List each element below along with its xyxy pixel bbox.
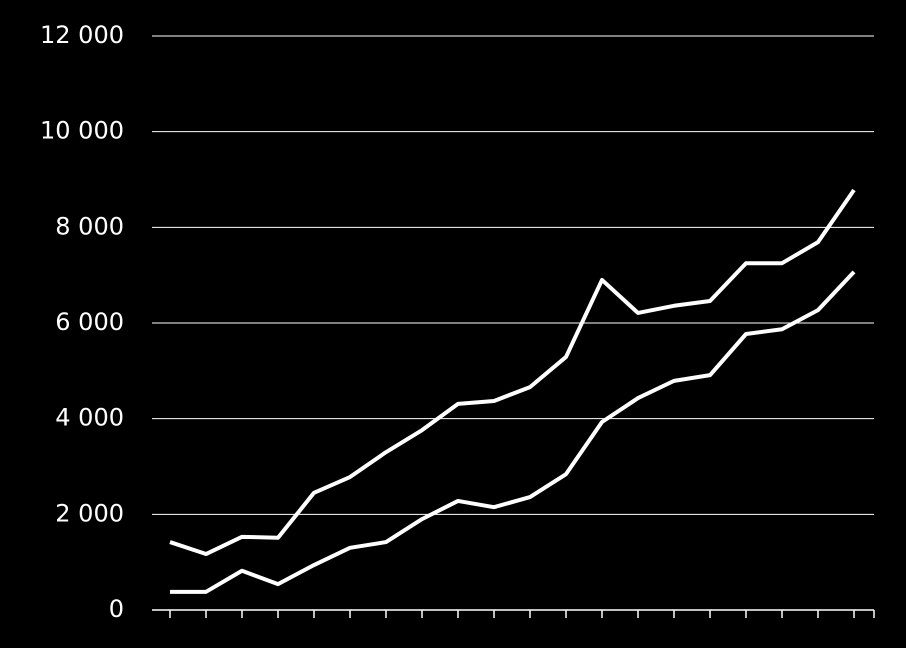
y-tick-label: 2 000 (55, 499, 124, 527)
y-tick-label: 6 000 (55, 308, 124, 336)
y-tick-label: 4 000 (55, 404, 124, 432)
y-tick-label: 8 000 (55, 212, 124, 240)
series-line (169, 188, 856, 557)
series-line (170, 270, 856, 594)
y-tick-label: 0 (109, 595, 124, 623)
y-tick-label: 12 000 (40, 21, 124, 49)
y-tick-label: 10 000 (40, 117, 124, 145)
